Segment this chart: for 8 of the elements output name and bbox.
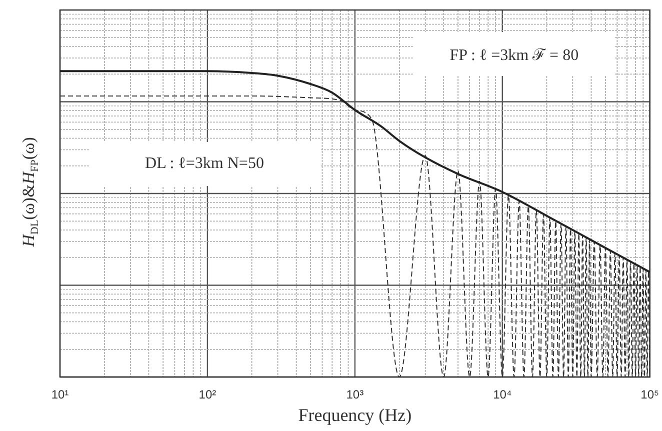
x-tick-label: 10⁵ [640, 388, 660, 402]
x-axis-title: Frequency (Hz) [298, 404, 412, 425]
text: FP : ℓ =3km ℱ = 80 [450, 46, 579, 66]
annotation: DL : ℓ=3km N=50 [145, 155, 264, 174]
x-tick-label: 10² [198, 388, 216, 402]
x-tick-label: 10¹ [51, 388, 69, 402]
x-tick-label: 10⁴ [493, 388, 512, 402]
x-tick-label: 10³ [346, 388, 364, 402]
